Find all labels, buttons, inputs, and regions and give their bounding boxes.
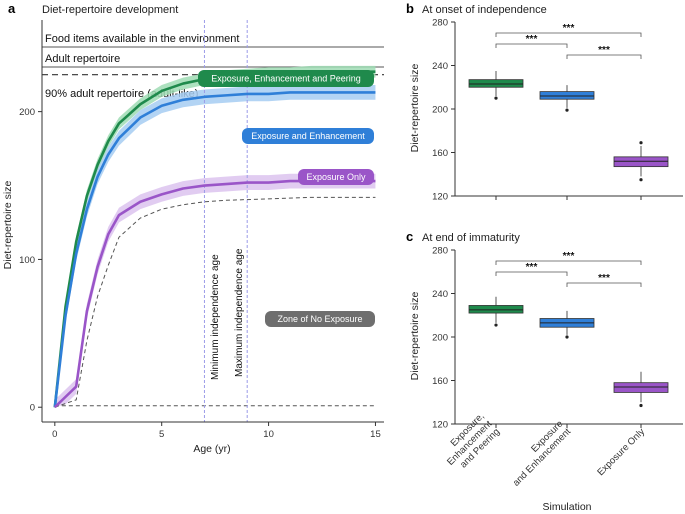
significance-bracket — [566, 282, 642, 287]
significance-stars: *** — [598, 273, 610, 284]
panel-a: a Diet-repertoire development Food items… — [2, 1, 384, 455]
panel-c-letter: c — [406, 229, 413, 244]
ytick-label: 280 — [432, 246, 448, 257]
pill-blue-label: Exposure and Enhancement — [251, 131, 365, 141]
panel-b-letter: b — [406, 1, 414, 16]
outlier-point — [639, 178, 643, 182]
outlier-point — [639, 141, 643, 145]
ytick-label: 200 — [432, 333, 448, 344]
pill-blue-bg — [242, 128, 374, 144]
pill-purple-label: Exposure Only — [306, 172, 366, 182]
outlier-point — [494, 96, 498, 100]
panel-c-title: At end of immaturity — [422, 232, 520, 244]
adult-repertoire-label: Adult repertoire — [45, 53, 120, 65]
category-label-line: Exposure Only — [595, 426, 647, 478]
ytick-label: 240 — [432, 289, 448, 300]
significance-stars: *** — [563, 251, 575, 262]
significance-stars: *** — [563, 23, 575, 34]
significance-stars: *** — [598, 45, 610, 56]
significance-stars: *** — [526, 262, 538, 273]
significance-stars: *** — [526, 34, 538, 45]
box-green — [468, 79, 524, 88]
outlier-point — [639, 403, 643, 408]
panel-a-ytick-label: 0 — [30, 403, 35, 414]
panel-b-title: At onset of independence — [422, 4, 547, 16]
ytick-label: 160 — [432, 376, 448, 387]
panel-b: b At onset of independence Diet-repertoi… — [406, 1, 683, 203]
exposure-lower-dashed-curve — [54, 196, 376, 408]
simulation-xlabel: Simulation — [542, 501, 591, 513]
panel-b-plot: 120 160 200 240 280 *** *** *** — [432, 18, 683, 203]
box-green — [468, 305, 524, 314]
pill-exposure-enhancement-peering: Exposure, Enhancement and Peering — [198, 70, 374, 87]
pill-green-bg — [198, 70, 374, 87]
panel-a-letter: a — [8, 1, 16, 16]
outlier-point — [565, 335, 569, 339]
food-items-label: Food items available in the environment — [45, 33, 239, 45]
box-blue — [539, 91, 595, 100]
significance-bracket — [495, 43, 568, 48]
panel-a-xlabel: Age (yr) — [193, 443, 230, 455]
panel-b-ylabel: Diet-repertoire size — [409, 63, 421, 152]
box-purple — [613, 382, 669, 393]
panel-a-dashed-curves — [54, 196, 376, 408]
significance-bracket — [495, 32, 642, 37]
pill-gray-bg — [265, 311, 375, 327]
pill-exposure-enhancement: Exposure and Enhancement — [242, 128, 374, 144]
pill-purple-bg — [298, 169, 374, 185]
ytick-label: 280 — [432, 18, 448, 29]
ytick-label: 120 — [432, 420, 448, 431]
pill-zone-no-exposure: Zone of No Exposure — [265, 311, 375, 327]
significance-bracket — [495, 260, 642, 265]
min-independence-label: Minimum independence age — [210, 254, 221, 380]
outlier-point — [565, 108, 569, 112]
series-line-blue — [53, 91, 376, 408]
panel-c: c At end of immaturity Diet-repertoire s… — [406, 229, 683, 513]
panel-a-xtick-label: 10 — [263, 429, 274, 440]
panel-a-ytick-label: 200 — [19, 107, 35, 118]
ytick-label: 200 — [432, 105, 448, 116]
significance-bracket — [566, 54, 642, 59]
ytick-label: 120 — [432, 192, 448, 203]
box-purple — [613, 156, 669, 168]
panel-a-xtick-label: 5 — [159, 429, 164, 440]
panel-c-plot: 120 160 200 240 280 *** *** *** — [432, 246, 683, 431]
pill-exposure-only: Exposure Only — [298, 169, 374, 185]
max-independence-label: Maximum independence age — [234, 248, 245, 377]
panel-a-title: Diet-repertoire development — [42, 4, 178, 16]
panel-a-xtick-label: 0 — [52, 429, 57, 440]
panel-a-xtick-label: 15 — [370, 429, 381, 440]
outlier-point — [494, 323, 498, 327]
panel-a-ytick-label: 100 — [19, 255, 35, 266]
panel-a-ylabel: Diet-repertoire size — [2, 180, 14, 269]
ytick-label: 240 — [432, 61, 448, 72]
significance-bracket — [495, 271, 568, 276]
pill-green-label: Exposure, Enhancement and Peering — [211, 74, 361, 84]
panel-a-axes: 0 5 10 15 0 100 200 — [19, 20, 384, 440]
ytick-label: 160 — [432, 148, 448, 159]
category-label-2: Exposure Only — [595, 426, 647, 478]
panel-c-ylabel: Diet-repertoire size — [409, 291, 421, 380]
zone-label: Zone of No Exposure — [277, 314, 362, 324]
